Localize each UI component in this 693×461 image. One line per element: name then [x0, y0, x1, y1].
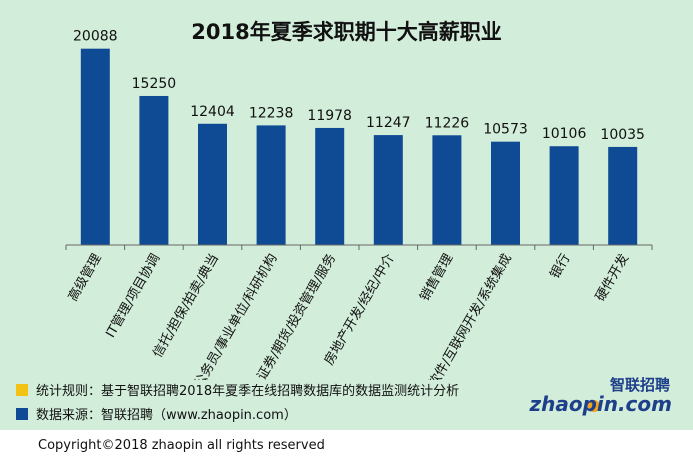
note-rule-text: 统计规则：基于智联招聘2018年夏季在线招聘数据库的数据监测统计分析	[36, 384, 460, 399]
value-label-7: 10573	[483, 122, 528, 138]
bar-5	[373, 135, 403, 245]
bar-6	[432, 135, 462, 245]
note-rule: 统计规则：基于智联招聘2018年夏季在线招聘数据库的数据监测统计分析	[16, 380, 459, 399]
category-label-8: 银行	[548, 252, 574, 282]
category-label-1: IT管理/项目协调	[103, 252, 163, 341]
logo-dot-icon	[588, 400, 600, 412]
bar-chart: 20088 15250 12404 12238 11978 11247 11226 10573…	[65, 29, 653, 380]
blue-square-icon	[16, 408, 28, 420]
logo-en-text: zhaopin.com	[529, 392, 672, 416]
bar-0	[80, 48, 110, 245]
value-label-3: 12238	[249, 105, 294, 121]
value-label-5: 11247	[366, 115, 411, 131]
yellow-square-icon	[16, 384, 28, 396]
bar-3	[256, 125, 286, 245]
bar-2	[198, 123, 227, 245]
category-label-0: 高级管理	[65, 251, 105, 304]
bar-1	[139, 95, 169, 245]
bar-4	[315, 127, 345, 245]
value-label-6: 11226	[425, 115, 470, 131]
value-label-2: 12404	[190, 104, 235, 120]
chart-title: 2018年夏季求职期十大高薪职业	[191, 20, 502, 44]
value-label-9: 10035	[600, 127, 645, 143]
bar-8	[549, 146, 579, 245]
copyright-text: Copyright©2018 zhaopin all rights reserv…	[38, 438, 325, 453]
value-label-1: 15250	[132, 76, 177, 92]
zhaopin-logo: 智联招聘 zhaopin.com	[529, 372, 676, 422]
note-source: 数据来源：智联招聘（www.zhaopin.com）	[16, 404, 297, 423]
value-label-8: 10106	[542, 126, 587, 142]
logo-cn-text: 智联招聘	[609, 376, 670, 394]
bar-9	[608, 146, 638, 245]
category-label-9: 硬件开发	[592, 251, 632, 304]
bar-7	[491, 141, 520, 245]
category-label-2: 信托/担保/拍卖/典当	[150, 252, 222, 361]
value-label-4: 11978	[307, 108, 352, 124]
category-label-6: 销售管理	[416, 251, 456, 304]
value-label-0: 20088	[73, 29, 118, 45]
note-source-text: 数据来源：智联招聘（www.zhaopin.com）	[36, 408, 297, 423]
